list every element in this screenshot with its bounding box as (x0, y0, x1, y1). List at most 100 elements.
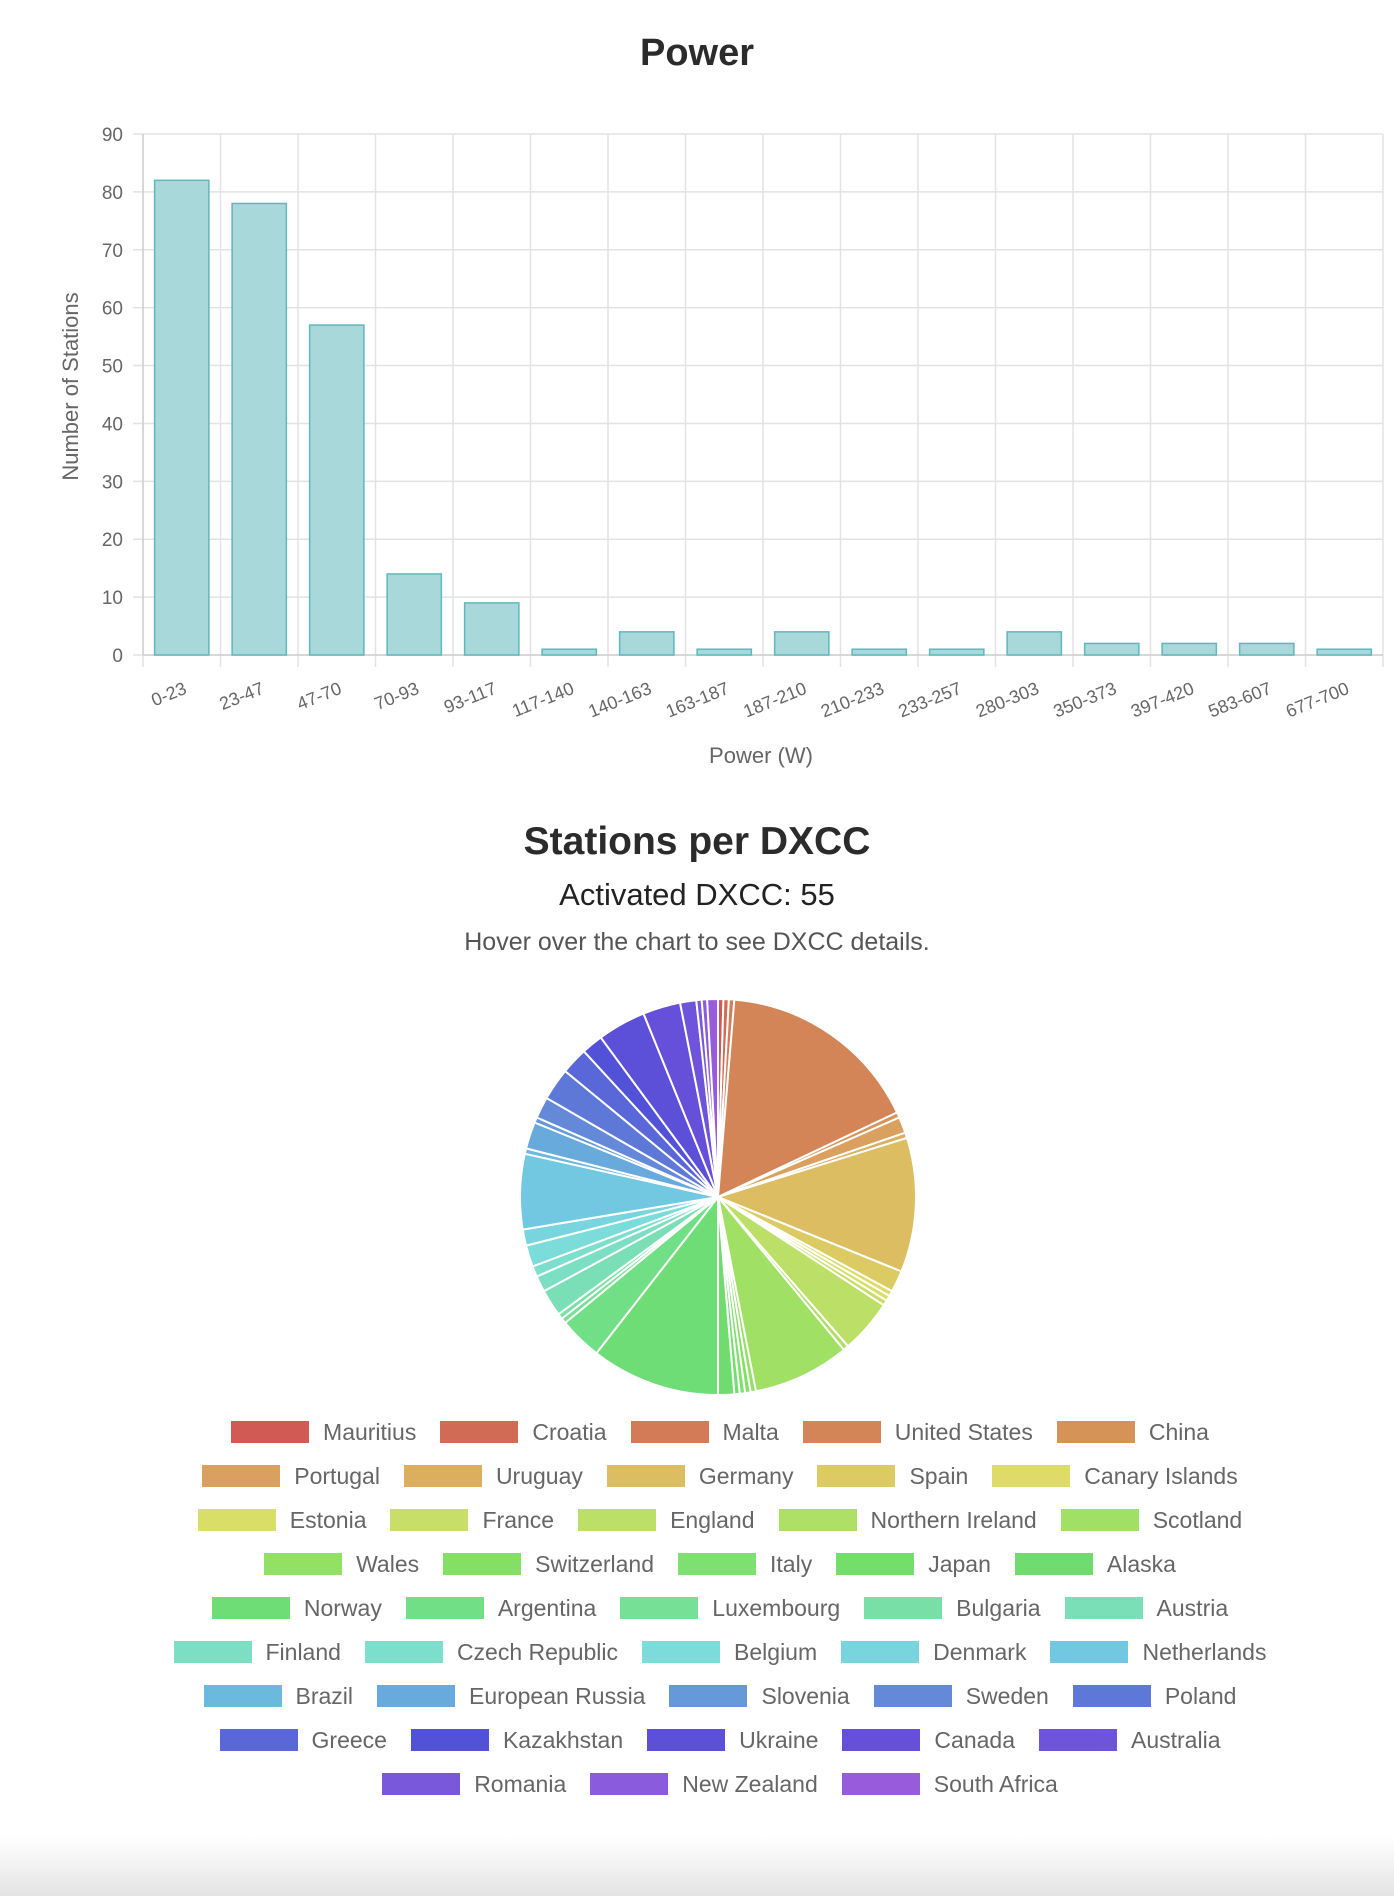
dxcc-legend: Mauritius Croatia Malta United States China P… (140, 1410, 1300, 1806)
x-tick-label: 677-700 (1283, 678, 1352, 721)
legend-item[interactable]: Alaska (1014, 1551, 1176, 1578)
legend-item[interactable]: Germany (606, 1463, 793, 1490)
legend-item[interactable]: Denmark (841, 1639, 1026, 1666)
y-tick-label: 30 (102, 472, 123, 493)
legend-label: Estonia (289, 1506, 367, 1533)
legend-item[interactable]: Canada (842, 1727, 1015, 1754)
legend-item[interactable]: Finland (173, 1639, 341, 1666)
legend-item[interactable]: Portugal (202, 1463, 380, 1490)
legend-label: Bulgaria (956, 1594, 1041, 1621)
legend-item[interactable]: Netherlands (1050, 1639, 1266, 1666)
legend-swatch (364, 1641, 443, 1663)
legend-label: Italy (770, 1550, 813, 1577)
x-tick-label: 233-257 (896, 678, 965, 721)
legend-label: Kazakhstan (502, 1726, 624, 1753)
legend-item[interactable]: United States (802, 1419, 1033, 1446)
legend-item[interactable]: Sweden (873, 1683, 1049, 1710)
legend-label: Portugal (294, 1462, 380, 1489)
legend-item[interactable]: Poland (1072, 1682, 1237, 1710)
page-bottom-shadow (0, 1836, 1394, 1896)
slice-united-states (716, 998, 899, 1199)
legend-label: Canary Islands (1084, 1462, 1238, 1489)
power-chart-title: Power (639, 32, 755, 74)
legend-label: South Africa (933, 1770, 1058, 1797)
legend-swatch (578, 1509, 657, 1531)
dxcc-hover-hint: Hover over the chart to see DXCC details… (464, 928, 930, 956)
legend-row: Brazil European Russia Slovenia Sweden Polan… (140, 1674, 1300, 1718)
legend-item[interactable]: Greece (219, 1727, 387, 1754)
legend-swatch (873, 1685, 952, 1707)
legend-item[interactable]: Mauritius (231, 1419, 416, 1446)
legend-item[interactable]: Luxembourg (620, 1595, 840, 1622)
legend-swatch (211, 1597, 290, 1619)
bar-187-210 (773, 631, 830, 656)
power-bar-chart[interactable]: 0 10 20 30 40 50 60 70 80 90 0-23 23-47 47-70 70-93 93… (0, 110, 1394, 790)
legend-item[interactable]: Romania (382, 1771, 566, 1798)
legend-item[interactable]: Scotland (1060, 1507, 1242, 1534)
legend-item[interactable]: Australia (1039, 1727, 1220, 1754)
legend-row: Greece Kazakhstan Ukraine Canada Australia (140, 1718, 1300, 1762)
legend-label: Denmark (933, 1638, 1027, 1665)
bar-210-233 (851, 648, 908, 656)
bar-23-47 (231, 202, 288, 656)
legend-swatch (669, 1685, 748, 1707)
legend-item[interactable]: Argentina (405, 1595, 596, 1622)
legend-swatch (1014, 1553, 1093, 1575)
slice-scotland (717, 1196, 846, 1393)
legend-item[interactable]: Italy (678, 1551, 812, 1578)
legend-label: Uruguay (495, 1462, 583, 1489)
bar-0-23 (153, 179, 210, 656)
legend-label: Czech Republic (456, 1638, 619, 1665)
legend-item[interactable]: Japan (836, 1551, 991, 1578)
legend-item[interactable]: Uruguay (403, 1462, 583, 1490)
legend-label: Croatia (532, 1418, 607, 1445)
legend-swatch (678, 1553, 757, 1575)
legend-swatch (590, 1773, 669, 1795)
x-axis-title: Power (W) (709, 743, 813, 768)
legend-item[interactable]: Belgium (642, 1639, 817, 1666)
legend-label: Spain (909, 1462, 969, 1489)
bar-397-420 (1161, 642, 1218, 656)
x-tick-label: 350-373 (1051, 678, 1120, 721)
dxcc-pie-chart[interactable] (508, 990, 928, 1410)
legend-label: Belgium (734, 1638, 818, 1665)
legend-item[interactable]: Croatia (440, 1418, 607, 1446)
x-tick-label: 70-93 (372, 678, 422, 714)
legend-item[interactable]: Switzerland (443, 1551, 654, 1578)
legend-item[interactable]: Slovenia (669, 1683, 850, 1710)
legend-item[interactable]: New Zealand (590, 1771, 818, 1798)
legend-item[interactable]: Norway (211, 1594, 382, 1622)
legend-swatch (841, 1773, 920, 1795)
legend-item[interactable]: Spain (817, 1463, 968, 1490)
legend-swatch (841, 1641, 920, 1663)
legend-item[interactable]: France (390, 1507, 554, 1534)
legend-item[interactable]: England (578, 1507, 755, 1534)
x-tick-label: 47-70 (294, 678, 344, 714)
legend-item[interactable]: China (1056, 1418, 1209, 1446)
legend-swatch (231, 1421, 310, 1443)
legend-swatch (620, 1597, 699, 1619)
bar-140-163 (618, 631, 675, 656)
x-tick-label: 397-420 (1128, 678, 1197, 721)
legend-item[interactable]: Estonia (197, 1506, 367, 1534)
x-tick-label: 117-140 (509, 678, 577, 721)
legend-label: Poland (1164, 1682, 1237, 1709)
legend-label: Norway (303, 1594, 382, 1621)
legend-item[interactable]: Wales (264, 1551, 419, 1578)
legend-item[interactable]: Czech Republic (364, 1638, 619, 1666)
legend-item[interactable]: European Russia (377, 1683, 645, 1710)
legend-item[interactable]: Canary Islands (992, 1462, 1238, 1490)
legend-item[interactable]: Ukraine (647, 1727, 818, 1754)
legend-swatch (992, 1465, 1071, 1487)
legend-label: China (1148, 1418, 1209, 1445)
legend-item[interactable]: Kazakhstan (410, 1726, 624, 1754)
legend-swatch (377, 1685, 456, 1707)
legend-item[interactable]: Bulgaria (864, 1594, 1041, 1622)
legend-item[interactable]: Malta (630, 1419, 779, 1446)
legend-swatch (403, 1465, 482, 1487)
legend-item[interactable]: Austria (1064, 1595, 1228, 1622)
legend-item[interactable]: Northern Ireland (778, 1507, 1037, 1534)
legend-swatch (405, 1597, 484, 1619)
legend-item[interactable]: Brazil (203, 1683, 353, 1710)
legend-item[interactable]: South Africa (841, 1770, 1058, 1798)
